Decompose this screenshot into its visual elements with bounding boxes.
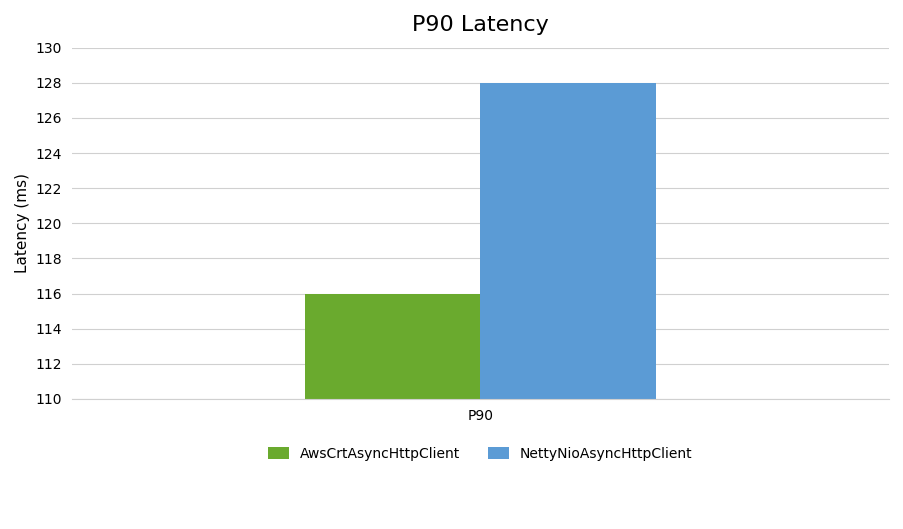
Legend: AwsCrtAsyncHttpClient, NettyNioAsyncHttpClient: AwsCrtAsyncHttpClient, NettyNioAsyncHttp… — [263, 441, 697, 466]
Title: P90 Latency: P90 Latency — [412, 15, 548, 35]
Bar — [479, 83, 655, 399]
Y-axis label: Latency (ms): Latency (ms) — [15, 174, 30, 273]
Bar — [305, 294, 479, 399]
